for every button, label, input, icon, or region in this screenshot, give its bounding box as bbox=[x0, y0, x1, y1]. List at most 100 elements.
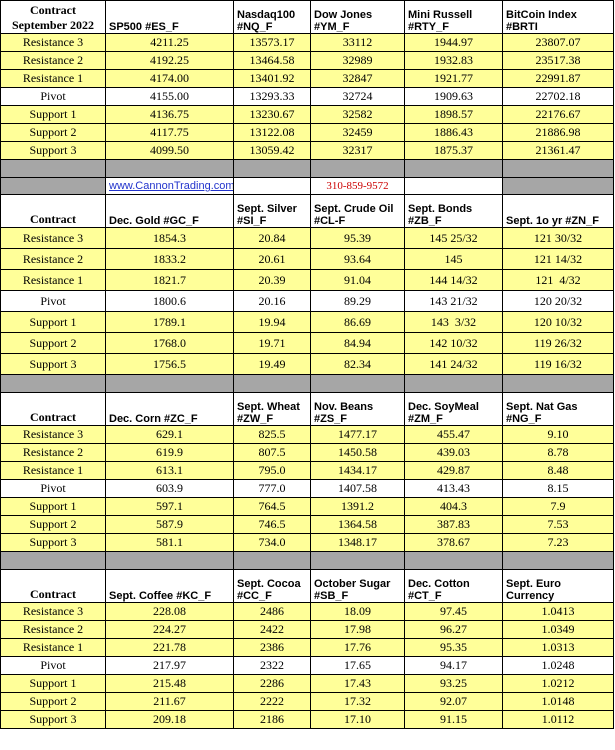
level-value: 228.08 bbox=[105, 602, 234, 621]
website-link[interactable]: www.CannonTrading.com bbox=[109, 180, 234, 192]
separator-cell bbox=[105, 159, 234, 178]
phone-number: 310-859-9572 bbox=[326, 180, 389, 192]
level-value: 764.5 bbox=[233, 497, 311, 516]
data-row: Support 2 587.9 746.5 1364.58 387.83 7.53 bbox=[0, 515, 614, 534]
level-value: 1.0148 bbox=[502, 692, 614, 711]
header-cell: Sept. Nat Gas #NG_F bbox=[502, 392, 614, 426]
level-value: 19.94 bbox=[233, 311, 311, 333]
header-cell: Mini Russell #RTY_F bbox=[404, 0, 503, 34]
level-value: 2422 bbox=[233, 620, 311, 639]
data-row: Support 2 4117.75 13122.08 32459 1886.43 2188… bbox=[0, 123, 614, 142]
separator-cell bbox=[233, 551, 311, 570]
contact-cell bbox=[0, 177, 106, 195]
level-value: 121 14/32 bbox=[502, 248, 614, 270]
level-value: 1407.58 bbox=[310, 479, 405, 498]
level-value: 1.0248 bbox=[502, 656, 614, 675]
separator-cell bbox=[404, 551, 503, 570]
data-row: Resistance 1 221.78 2386 17.76 95.35 1.0313 bbox=[0, 638, 614, 657]
level-value: 221.78 bbox=[105, 638, 234, 657]
level-value: 1909.63 bbox=[404, 87, 503, 106]
level-value: 455.47 bbox=[404, 425, 503, 444]
contact-cell: 310-859-9572 bbox=[310, 177, 405, 195]
level-value: 217.97 bbox=[105, 656, 234, 675]
separator-cell bbox=[105, 374, 234, 393]
row-label: Resistance 1 bbox=[0, 69, 106, 88]
contact-cell bbox=[404, 177, 503, 195]
separator-row bbox=[0, 374, 614, 393]
data-row: Support 1 215.48 2286 17.43 93.25 1.0212 bbox=[0, 674, 614, 693]
level-value: 17.65 bbox=[310, 656, 405, 675]
level-value: 120 20/32 bbox=[502, 290, 614, 312]
separator-cell bbox=[233, 374, 311, 393]
data-row: Support 2 1768.0 19.71 84.94 142 10/32 119 26… bbox=[0, 332, 614, 354]
level-value: 1.0349 bbox=[502, 620, 614, 639]
level-value: 387.83 bbox=[404, 515, 503, 534]
level-value: 619.9 bbox=[105, 443, 234, 462]
data-row: Support 1 1789.1 19.94 86.69 143 3/32 120 10/… bbox=[0, 311, 614, 333]
level-value: 439.03 bbox=[404, 443, 503, 462]
separator-cell bbox=[404, 159, 503, 178]
level-value: 8.48 bbox=[502, 461, 614, 480]
row-label: Support 3 bbox=[0, 141, 106, 160]
level-value: 1821.7 bbox=[105, 269, 234, 291]
level-value: 4155.00 bbox=[105, 87, 234, 106]
level-value: 13401.92 bbox=[233, 69, 311, 88]
level-value: 1.0313 bbox=[502, 638, 614, 657]
row-label: Pivot bbox=[0, 656, 106, 675]
level-value: 13059.42 bbox=[233, 141, 311, 160]
data-row: Resistance 3 4211.25 13573.17 33112 1944.97 2… bbox=[0, 33, 614, 52]
row-label: Support 3 bbox=[0, 353, 106, 375]
row-label: Support 1 bbox=[0, 311, 106, 333]
level-value: 734.0 bbox=[233, 533, 311, 552]
level-value: 7.23 bbox=[502, 533, 614, 552]
level-value: 4174.00 bbox=[105, 69, 234, 88]
row-label: Resistance 3 bbox=[0, 425, 106, 444]
level-value: 32724 bbox=[310, 87, 405, 106]
row-label: Resistance 1 bbox=[0, 269, 106, 291]
level-value: 8.78 bbox=[502, 443, 614, 462]
row-label: Support 1 bbox=[0, 497, 106, 516]
level-value: 143 3/32 bbox=[404, 311, 503, 333]
level-value: 4211.25 bbox=[105, 33, 234, 52]
level-value: 32847 bbox=[310, 69, 405, 88]
level-value: 84.94 bbox=[310, 332, 405, 354]
level-value: 21886.98 bbox=[502, 123, 614, 142]
level-value: 17.43 bbox=[310, 674, 405, 693]
contact-cell bbox=[502, 177, 614, 195]
data-row: Resistance 2 4192.25 13464.58 32989 1932.83 2… bbox=[0, 51, 614, 70]
header-cell: Dec. Cotton #CT_F bbox=[404, 569, 503, 603]
level-value: 1756.5 bbox=[105, 353, 234, 375]
level-value: 13122.08 bbox=[233, 123, 311, 142]
separator-cell bbox=[105, 551, 234, 570]
level-value: 144 14/32 bbox=[404, 269, 503, 291]
level-value: 91.15 bbox=[404, 710, 503, 729]
level-value: 22702.18 bbox=[502, 87, 614, 106]
header-cell: October Sugar #SB_F bbox=[310, 569, 405, 603]
header-row: Contract Dec. Corn #ZC_F Sept. Wheat #ZW_F… bbox=[0, 392, 614, 426]
level-value: 13230.67 bbox=[233, 105, 311, 124]
level-value: 1434.17 bbox=[310, 461, 405, 480]
header-cell: Nasdaq100 #NQ_F bbox=[233, 0, 311, 34]
level-value: 413.43 bbox=[404, 479, 503, 498]
row-label: Support 3 bbox=[0, 710, 106, 729]
header-cell: Dow Jones #YM_F bbox=[310, 0, 405, 34]
level-value: 23807.07 bbox=[502, 33, 614, 52]
level-value: 17.98 bbox=[310, 620, 405, 639]
level-value: 2322 bbox=[233, 656, 311, 675]
data-row: Pivot 603.9 777.0 1407.58 413.43 8.15 bbox=[0, 479, 614, 498]
level-value: 20.61 bbox=[233, 248, 311, 270]
level-value: 1898.57 bbox=[404, 105, 503, 124]
level-value: 1854.3 bbox=[105, 227, 234, 249]
level-value: 587.9 bbox=[105, 515, 234, 534]
level-value: 1.0413 bbox=[502, 602, 614, 621]
data-row: Support 3 1756.5 19.49 82.34 141 24/32 119 16… bbox=[0, 353, 614, 375]
header-cell: Sept. 1o yr #ZN_F bbox=[502, 194, 614, 228]
level-value: 1450.58 bbox=[310, 443, 405, 462]
data-row: Pivot 4155.00 13293.33 32724 1909.63 22702.18 bbox=[0, 87, 614, 106]
separator-row bbox=[0, 159, 614, 178]
level-value: 93.64 bbox=[310, 248, 405, 270]
level-value: 17.10 bbox=[310, 710, 405, 729]
level-value: 4099.50 bbox=[105, 141, 234, 160]
level-value: 94.17 bbox=[404, 656, 503, 675]
